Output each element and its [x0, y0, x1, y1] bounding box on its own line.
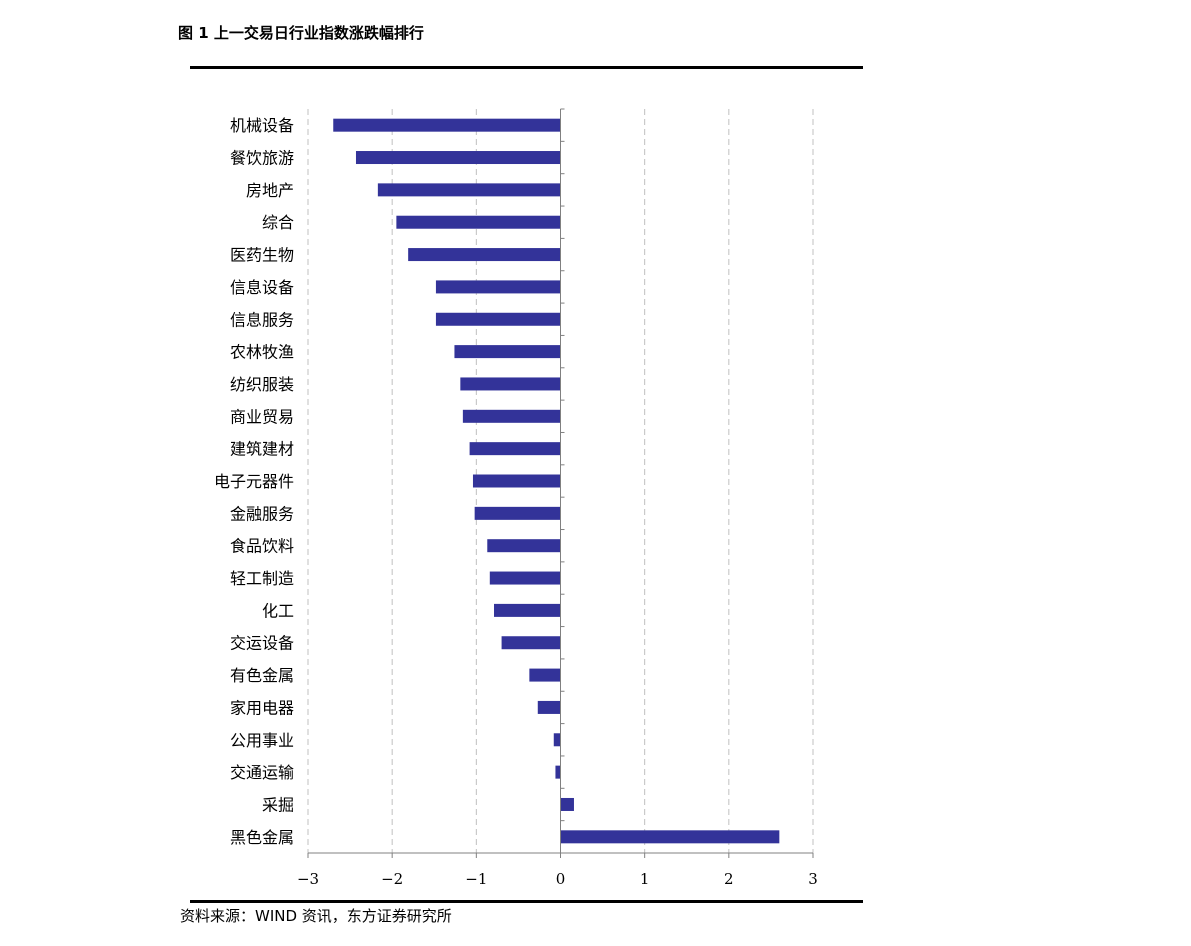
category-label: 医药生物	[230, 246, 294, 265]
top-rule	[190, 66, 863, 69]
bar	[435, 312, 561, 326]
category-label: 公用事业	[230, 731, 294, 750]
bottom-rule	[190, 900, 863, 903]
bar	[377, 183, 561, 197]
bar	[560, 830, 780, 844]
bar	[487, 539, 561, 553]
bars	[333, 118, 780, 844]
x-tick-label: 1	[640, 870, 650, 888]
bar	[489, 571, 561, 585]
source-note: 资料来源：WIND 资讯，东方证券研究所	[180, 907, 452, 925]
bar	[494, 603, 561, 617]
category-label: 交通运输	[230, 763, 294, 782]
bar	[454, 345, 561, 359]
category-label: 采掘	[262, 795, 294, 814]
x-tick-label: −1	[465, 870, 487, 888]
bar	[469, 442, 561, 456]
category-label: 有色金属	[230, 666, 294, 685]
bar	[529, 668, 561, 682]
bar	[553, 733, 561, 747]
category-label: 交运设备	[230, 634, 294, 653]
category-label: 综合	[262, 213, 294, 232]
bar	[435, 280, 561, 294]
bar	[460, 377, 561, 391]
bar	[555, 765, 561, 779]
bar	[408, 248, 561, 262]
x-tick-label: −2	[381, 870, 403, 888]
category-label: 信息服务	[230, 310, 294, 329]
category-label: 轻工制造	[230, 569, 294, 588]
category-label: 商业贸易	[230, 407, 294, 426]
category-label: 化工	[262, 601, 294, 620]
x-tick-label: −3	[297, 870, 319, 888]
bar	[474, 506, 561, 520]
category-label: 信息设备	[230, 278, 294, 297]
category-label: 纺织服装	[230, 375, 294, 394]
figure-title: 图 1 上一交易日行业指数涨跌幅排行	[178, 24, 424, 42]
category-label: 食品饮料	[230, 537, 294, 556]
category-label: 金融服务	[230, 504, 294, 523]
category-label: 黑色金属	[230, 828, 294, 847]
bar	[333, 118, 561, 132]
bar	[537, 700, 561, 714]
bar	[355, 151, 561, 165]
category-label: 电子元器件	[214, 472, 294, 491]
category-label: 房地产	[246, 181, 294, 200]
bar	[472, 474, 561, 488]
bar	[396, 215, 561, 229]
axes	[307, 108, 814, 858]
category-label: 农林牧渔	[230, 343, 294, 362]
bar	[501, 636, 561, 650]
category-labels: 机械设备餐饮旅游房地产综合医药生物信息设备信息服务农林牧渔纺织服装商业贸易建筑建…	[214, 116, 294, 847]
category-label: 机械设备	[230, 116, 294, 135]
x-tick-label: 0	[556, 870, 566, 888]
category-label: 餐饮旅游	[230, 149, 294, 168]
x-tick-label: 3	[808, 870, 818, 888]
category-label: 家用电器	[230, 698, 294, 717]
x-tick-labels: −3 −2 −1 0 1 2 3	[297, 870, 818, 888]
x-tick-label: 2	[724, 870, 734, 888]
category-label: 建筑建材	[230, 440, 294, 459]
bar	[462, 409, 561, 423]
bar	[560, 797, 574, 811]
